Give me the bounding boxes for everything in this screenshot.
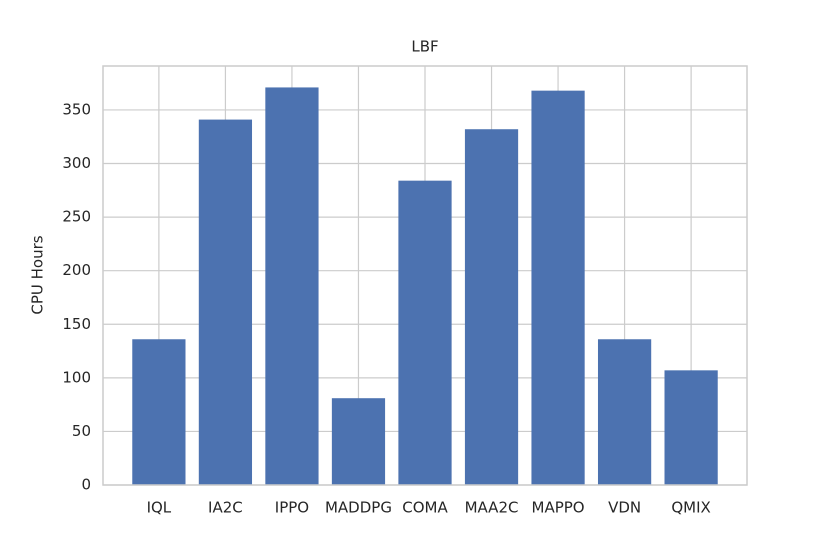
bar [597, 339, 652, 485]
chart-title: LBF [411, 38, 438, 56]
bar [398, 180, 452, 485]
y-tick-label: 100 [62, 368, 91, 386]
y-tick-label: 50 [72, 422, 91, 440]
x-tick-label: QMIX [671, 499, 710, 517]
plot-frame [102, 65, 748, 486]
bar [664, 370, 718, 485]
x-tick-label: COMA [402, 499, 448, 517]
x-tick-label: IPPO [275, 499, 309, 517]
y-tick-label: 250 [62, 208, 91, 226]
y-tick-label: 0 [81, 476, 91, 494]
x-tick-label: VDN [608, 499, 641, 517]
bar [331, 398, 386, 485]
y-tick-label: 150 [62, 315, 91, 333]
x-tick-label: MAA2C [465, 499, 519, 517]
y-axis-label: CPU Hours [29, 235, 47, 314]
y-tick-label: 200 [62, 261, 91, 279]
bar [265, 87, 319, 486]
bar [464, 129, 519, 485]
x-tick-label: MAPPO [532, 499, 585, 517]
bar [198, 119, 253, 485]
y-tick-label: 300 [62, 154, 91, 172]
x-tick-label: MADDPG [325, 499, 392, 517]
bar [531, 90, 585, 485]
y-tick-label: 350 [62, 100, 91, 118]
x-tick-label: IA2C [208, 499, 243, 517]
bar [132, 339, 186, 485]
x-tick-label: IQL [147, 499, 172, 517]
